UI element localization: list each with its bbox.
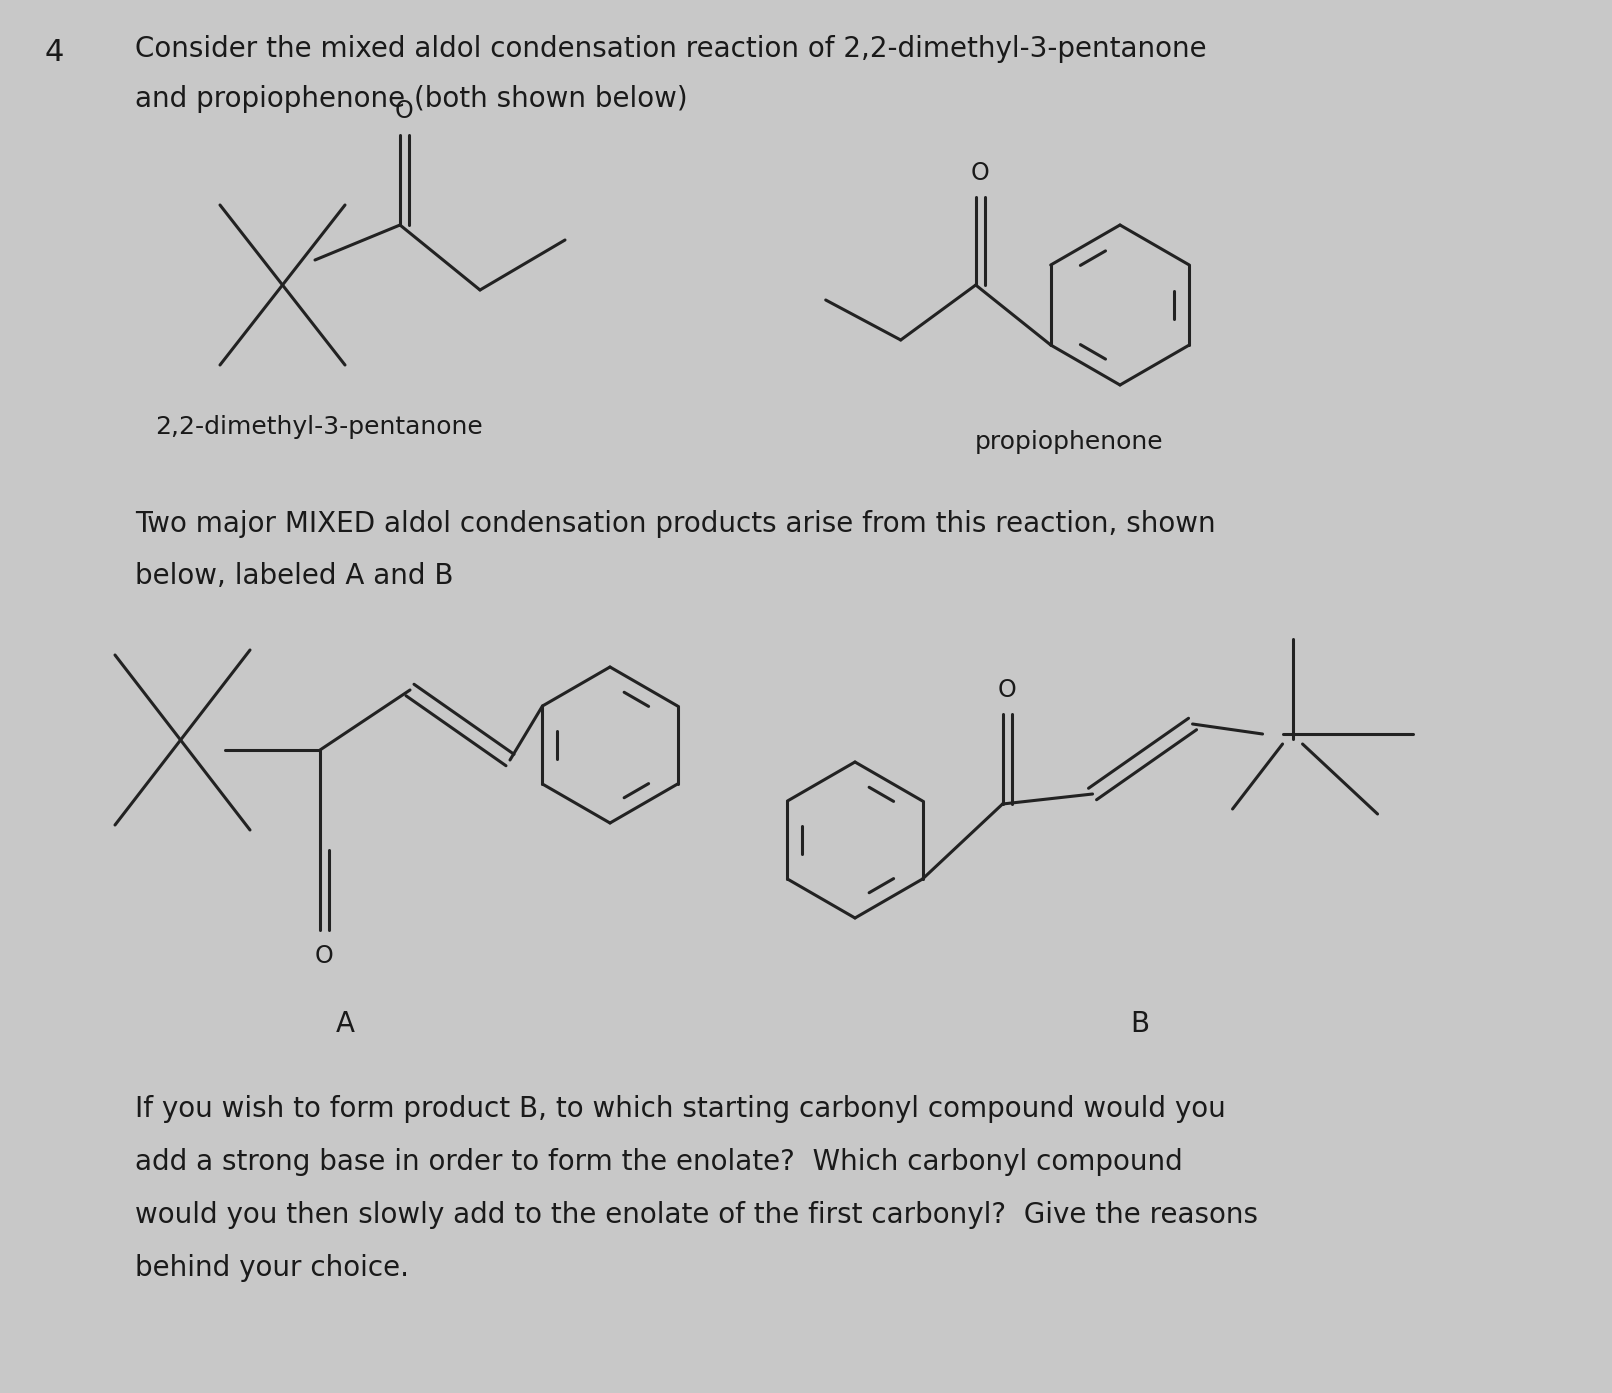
Text: Consider the mixed aldol condensation reaction of 2,2-dimethyl-3-pentanone: Consider the mixed aldol condensation re… [135,35,1207,63]
Text: O: O [395,99,413,123]
Text: and propiophenone (both shown below): and propiophenone (both shown below) [135,85,688,113]
Text: would you then slowly add to the enolate of the first carbonyl?  Give the reason: would you then slowly add to the enolate… [135,1201,1257,1229]
Text: 4: 4 [45,38,64,67]
Text: 2,2-dimethyl-3-pentanone: 2,2-dimethyl-3-pentanone [155,415,482,439]
Text: Two major MIXED aldol condensation products arise from this reaction, shown: Two major MIXED aldol condensation produ… [135,510,1215,538]
Text: propiophenone: propiophenone [975,430,1164,454]
Text: O: O [970,162,990,185]
Text: If you wish to form product B, to which starting carbonyl compound would you: If you wish to form product B, to which … [135,1095,1225,1123]
Text: O: O [314,944,334,968]
Text: A: A [335,1010,355,1038]
Text: below, labeled A and B: below, labeled A and B [135,561,453,591]
Text: B: B [1130,1010,1149,1038]
Text: O: O [998,678,1016,702]
Text: behind your choice.: behind your choice. [135,1254,409,1282]
Text: add a strong base in order to form the enolate?  Which carbonyl compound: add a strong base in order to form the e… [135,1148,1183,1176]
